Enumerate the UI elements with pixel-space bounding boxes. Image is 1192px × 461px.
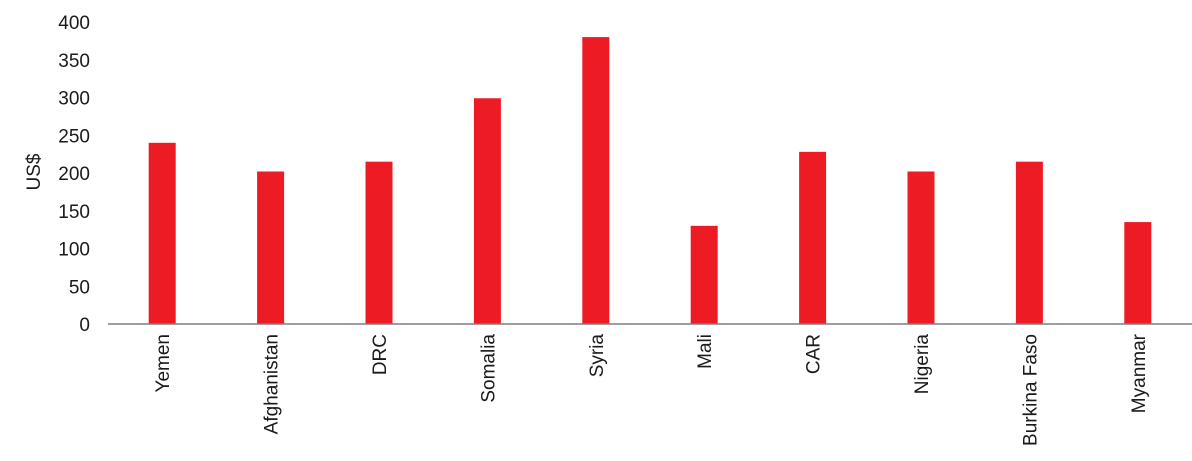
x-tick-label: Afghanistan bbox=[262, 334, 283, 434]
y-tick-label: 100 bbox=[58, 240, 90, 261]
bar-yemen bbox=[148, 142, 176, 324]
bar-somalia bbox=[473, 98, 501, 324]
x-tick-label: Nigeria bbox=[912, 334, 933, 395]
y-tick-label: 400 bbox=[58, 13, 90, 34]
bar-drc bbox=[365, 161, 393, 324]
y-axis-label-group: US$ bbox=[24, 153, 45, 190]
y-tick-label: 150 bbox=[58, 202, 90, 223]
y-tick-label: 300 bbox=[58, 89, 90, 110]
y-tick-label: 200 bbox=[58, 164, 90, 185]
y-axis-ticks: 0 50 100 150 200 250 300 350 400 bbox=[58, 13, 90, 336]
bar-burkina-faso bbox=[1015, 161, 1043, 324]
bar-nigeria bbox=[907, 171, 935, 324]
x-tick-label: Yemen bbox=[153, 334, 174, 392]
bar-myanmar bbox=[1124, 222, 1152, 324]
y-tick-label: 350 bbox=[58, 51, 90, 72]
x-tick-label: Myanmar bbox=[1129, 333, 1150, 413]
bars bbox=[148, 37, 1152, 324]
y-tick-label: 50 bbox=[69, 277, 90, 298]
bar-car bbox=[799, 151, 827, 324]
y-tick-label: 0 bbox=[79, 315, 90, 336]
y-axis-label: US$ bbox=[24, 153, 45, 190]
y-tick-label: 250 bbox=[58, 126, 90, 147]
bar-mali bbox=[690, 225, 718, 324]
x-tick-label: CAR bbox=[804, 334, 825, 374]
x-tick-label: Somalia bbox=[478, 334, 499, 403]
bar-afghanistan bbox=[257, 171, 285, 324]
x-tick-label: DRC bbox=[370, 334, 391, 375]
x-tick-label: Mali bbox=[695, 334, 716, 369]
x-tick-label: Syria bbox=[587, 334, 608, 378]
bar-syria bbox=[582, 37, 610, 324]
x-axis-labels: Yemen Afghanistan DRC Somalia Syria Mali CAR Ni… bbox=[153, 333, 1150, 446]
x-tick-label: Burkina Faso bbox=[1020, 334, 1041, 446]
